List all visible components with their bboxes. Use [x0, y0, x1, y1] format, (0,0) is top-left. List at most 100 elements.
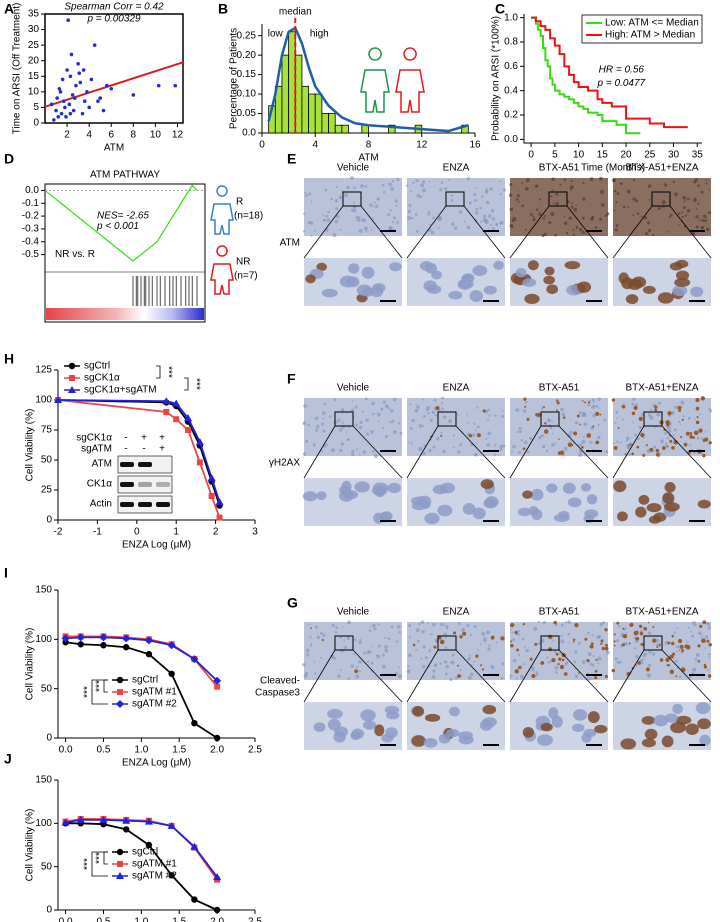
zoom-line [558, 425, 609, 479]
cell [618, 272, 629, 284]
texture [673, 405, 678, 410]
texture [396, 177, 400, 182]
x-tick-label: 0.5 [97, 917, 111, 922]
texture [518, 426, 522, 430]
x-axis-title: ATM [104, 143, 124, 154]
texture [511, 450, 514, 453]
texture [326, 228, 329, 231]
texture [466, 177, 471, 181]
texture [632, 397, 636, 401]
texture [407, 441, 410, 444]
tissue-image [510, 178, 608, 236]
stain [640, 432, 645, 438]
marker [215, 498, 224, 505]
x-tick-label: 30 [668, 150, 680, 161]
point [49, 102, 54, 107]
cell [522, 726, 535, 738]
zoom-box [540, 635, 560, 651]
point [59, 111, 64, 116]
texture [474, 429, 477, 432]
significance: *** [190, 378, 201, 390]
x-tick-label: 8 [131, 130, 137, 141]
cell [544, 266, 555, 276]
cell [573, 709, 588, 721]
stain [572, 641, 575, 643]
texture [322, 429, 326, 433]
texture [444, 646, 448, 650]
texture [358, 453, 361, 456]
texture [410, 190, 413, 193]
texture [371, 645, 373, 648]
texture [597, 656, 602, 661]
texture [495, 223, 497, 226]
inset-sign: + [159, 444, 165, 455]
texture [694, 197, 697, 200]
y-tick-label: 0.15 [237, 69, 257, 80]
texture [501, 410, 504, 412]
cell [695, 702, 711, 715]
texture [484, 220, 489, 225]
texture [370, 661, 374, 665]
stain [652, 638, 657, 643]
texture [314, 416, 319, 420]
stain [468, 434, 473, 438]
texture [701, 635, 704, 638]
texture [322, 214, 325, 217]
texture [370, 430, 374, 434]
stain [559, 664, 565, 670]
column-header: Vehicle [337, 607, 370, 618]
texture [468, 654, 471, 657]
texture [419, 195, 423, 199]
column-header: BTX-A51+ENZA [625, 607, 698, 618]
texture [369, 626, 371, 628]
texture [480, 195, 484, 198]
texture [324, 188, 328, 192]
texture [696, 436, 700, 440]
texture [377, 623, 380, 626]
x-tick-label: 2 [213, 527, 219, 538]
point [71, 108, 76, 113]
texture [583, 422, 588, 427]
blot-band [138, 482, 152, 487]
cell [586, 494, 598, 505]
texture [592, 400, 595, 403]
stain [695, 420, 700, 425]
stain [510, 640, 513, 643]
cell [472, 265, 488, 277]
texture [442, 449, 446, 454]
stain [699, 624, 703, 628]
cell [543, 275, 555, 285]
texture [569, 430, 573, 434]
y-tick-label: 0 [46, 905, 52, 916]
point [67, 102, 72, 107]
stain [600, 639, 604, 643]
stain [475, 654, 479, 658]
panel-letter: D [4, 151, 14, 167]
stain [490, 635, 495, 640]
texture [335, 214, 340, 219]
group-name: NR [236, 257, 250, 268]
zoom-box [651, 191, 671, 207]
plot-frame [44, 183, 206, 323]
stain [584, 637, 588, 641]
texture [426, 622, 429, 625]
texture [343, 639, 345, 642]
texture [373, 206, 375, 208]
panel-letter: J [4, 751, 12, 767]
stain [457, 674, 461, 678]
stain [616, 621, 620, 625]
texture [560, 623, 564, 627]
cell [351, 728, 365, 740]
stain [698, 428, 703, 433]
texture [591, 663, 595, 667]
texture [491, 217, 496, 221]
blot-strip [117, 475, 173, 494]
texture [387, 637, 391, 640]
texture [548, 221, 552, 225]
texture [619, 660, 622, 664]
point [57, 86, 62, 91]
texture [636, 212, 640, 215]
texture [473, 625, 477, 629]
texture [550, 195, 553, 198]
cell [528, 506, 539, 516]
